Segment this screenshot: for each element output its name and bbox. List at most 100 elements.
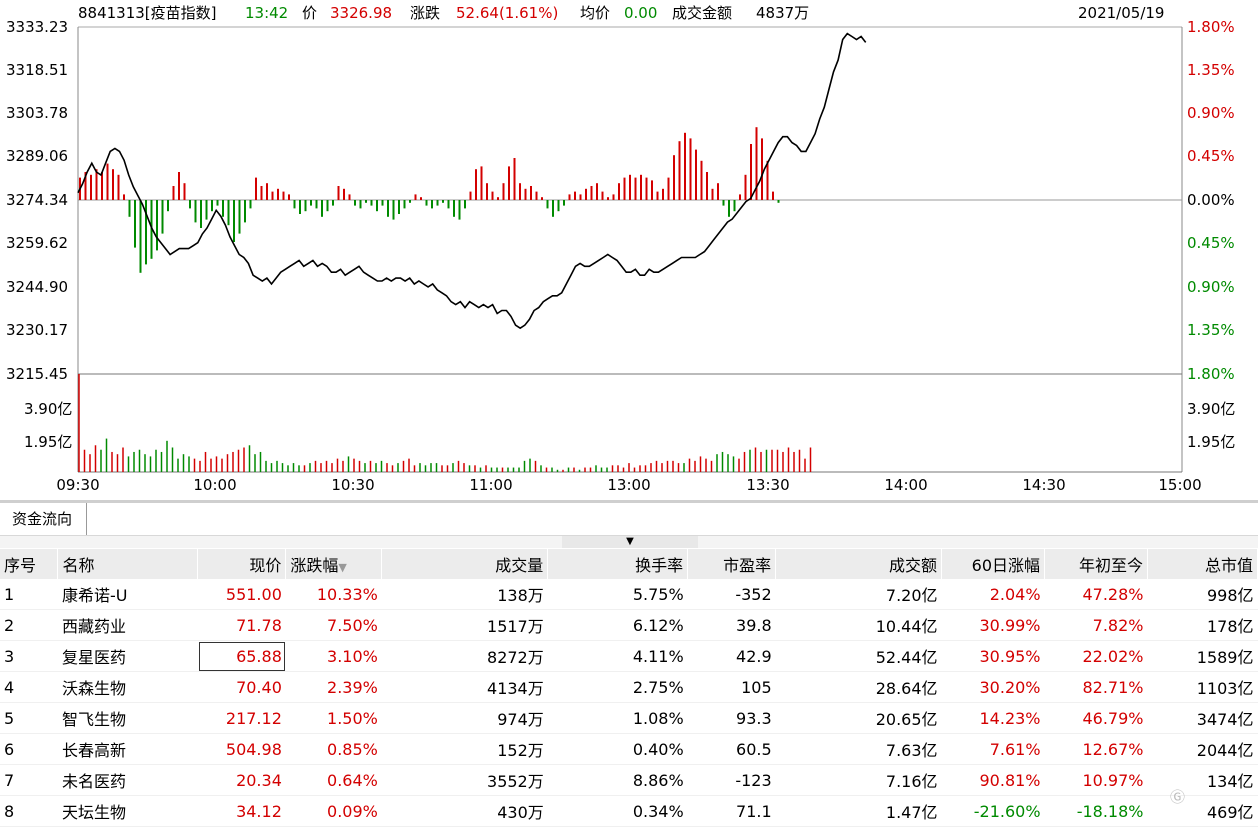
table-row[interactable]: 7 未名医药 20.34 0.64% 3552万 8.86% -123 7.16亿 90.81%… bbox=[0, 764, 1258, 796]
stock-name: 沃森生物 bbox=[57, 671, 198, 703]
change-60d: 30.20% bbox=[941, 671, 1045, 703]
col-header-ytd[interactable]: 年初至今 bbox=[1044, 549, 1148, 579]
stock-name: 西藏药业 bbox=[57, 609, 198, 641]
col-header-volume[interactable]: 成交量 bbox=[381, 549, 549, 579]
market-cap: 469亿 bbox=[1147, 795, 1258, 827]
volume: 4134万 bbox=[381, 671, 548, 703]
table-row[interactable]: 8 天坛生物 34.12 0.09% 430万 0.34% 71.1 1.47亿 -21.60%… bbox=[0, 795, 1258, 827]
change-ytd: 22.02% bbox=[1044, 640, 1148, 672]
stock-name: 智飞生物 bbox=[57, 702, 198, 734]
volume: 152万 bbox=[381, 733, 548, 765]
trade-amount: 7.63亿 bbox=[775, 733, 942, 765]
change-60d: 30.99% bbox=[941, 609, 1045, 641]
constituents-table: 序号 名称 现价 涨跌幅▼ 成交量 换手率 市盈率 成交额 60日涨幅 年初至今… bbox=[0, 549, 1258, 827]
panel-splitter[interactable] bbox=[0, 500, 1258, 503]
change-ytd: 47.28% bbox=[1044, 579, 1148, 610]
turnover-rate: 1.08% bbox=[547, 702, 688, 734]
collapse-toggle-button[interactable]: ▼ bbox=[562, 536, 698, 548]
change-pct: 1.50% bbox=[285, 702, 382, 734]
volume: 1517万 bbox=[381, 609, 548, 641]
intraday-chart-svg[interactable] bbox=[0, 0, 1258, 500]
chevron-down-icon: ▼ bbox=[626, 536, 634, 547]
change-pct: 7.50% bbox=[285, 609, 382, 641]
change-ytd: 10.97% bbox=[1044, 764, 1148, 796]
turnover-rate: 6.12% bbox=[547, 609, 688, 641]
table-row[interactable]: 2 西藏药业 71.78 7.50% 1517万 6.12% 39.8 10.44亿 30.99… bbox=[0, 609, 1258, 641]
current-price: 34.12 bbox=[197, 795, 286, 827]
price-tick-left-6: 3244.90 bbox=[6, 278, 69, 296]
col-header-pe[interactable]: 市盈率 bbox=[687, 549, 777, 579]
time-tick-0930: 09:30 bbox=[56, 476, 100, 494]
amount-label: 成交金额 bbox=[672, 4, 733, 22]
price-line bbox=[77, 32, 867, 330]
turnover-rate: 8.86% bbox=[547, 764, 688, 796]
current-price: 504.98 bbox=[197, 733, 286, 765]
change-60d: 2.04% bbox=[941, 579, 1045, 610]
intraday-chart[interactable]: 3333.23 3318.51 3303.78 3289.06 3274.34 … bbox=[0, 0, 1258, 500]
col-header-change-pct[interactable]: 涨跌幅▼ bbox=[285, 549, 383, 579]
trade-amount: 7.20亿 bbox=[775, 579, 942, 610]
stock-name: 复星医药 bbox=[57, 640, 198, 672]
price-tick-left-2: 3303.78 bbox=[6, 104, 69, 122]
watermark-logo: Ⓖ bbox=[1170, 788, 1186, 806]
table-row[interactable]: 1 康希诺-U 551.00 10.33% 138万 5.75% -352 7.20亿 2.04… bbox=[0, 579, 1258, 610]
col-header-name[interactable]: 名称 bbox=[57, 549, 199, 579]
table-row[interactable]: 4 沃森生物 70.40 2.39% 4134万 2.75% 105 28.64亿 30.20%… bbox=[0, 671, 1258, 703]
current-price: 65.88 bbox=[197, 640, 286, 672]
pct-tick-right-7: 1.35% bbox=[1187, 321, 1235, 339]
turnover-rate: 0.40% bbox=[547, 733, 688, 765]
row-no: 6 bbox=[0, 733, 58, 765]
pe-ratio: 42.9 bbox=[687, 640, 776, 672]
pct-tick-right-4: 0.00% bbox=[1187, 191, 1235, 209]
volume: 974万 bbox=[381, 702, 548, 734]
price-tick-left-0: 3333.23 bbox=[6, 18, 69, 36]
table-row[interactable]: 3 复星医药 65.88 3.10% 8272万 4.11% 42.9 52.44亿 30.95… bbox=[0, 640, 1258, 672]
market-cap: 2044亿 bbox=[1147, 733, 1258, 765]
market-cap: 1589亿 bbox=[1147, 640, 1258, 672]
pct-tick-right-2: 0.90% bbox=[1187, 104, 1235, 122]
volume-tick-left-0: 3.90亿 bbox=[24, 400, 73, 418]
col-header-mcap[interactable]: 总市值 bbox=[1147, 549, 1258, 579]
pe-ratio: -352 bbox=[687, 579, 776, 610]
col-header-turnover[interactable]: 换手率 bbox=[547, 549, 689, 579]
trade-amount: 20.65亿 bbox=[775, 702, 942, 734]
row-no: 4 bbox=[0, 671, 58, 703]
col-header-60d[interactable]: 60日涨幅 bbox=[941, 549, 1046, 579]
volume-tick-left-1: 1.95亿 bbox=[24, 433, 73, 451]
pe-ratio: 93.3 bbox=[687, 702, 776, 734]
volume: 8272万 bbox=[381, 640, 548, 672]
change-60d: 90.81% bbox=[941, 764, 1045, 796]
time-tick-1000: 10:00 bbox=[193, 476, 237, 494]
trade-amount: 7.16亿 bbox=[775, 764, 942, 796]
price-change: 52.64(1.61%) bbox=[456, 4, 559, 22]
row-no: 8 bbox=[0, 795, 58, 827]
pe-ratio: -123 bbox=[687, 764, 776, 796]
market-cap: 134亿 bbox=[1147, 764, 1258, 796]
change-ytd: 82.71% bbox=[1044, 671, 1148, 703]
change-pct: 0.09% bbox=[285, 795, 382, 827]
table-row[interactable]: 5 智飞生物 217.12 1.50% 974万 1.08% 93.3 20.65亿 14.23… bbox=[0, 702, 1258, 734]
change-60d: 14.23% bbox=[941, 702, 1045, 734]
row-no: 7 bbox=[0, 764, 58, 796]
time-tick-1300: 13:00 bbox=[607, 476, 651, 494]
table-header-row: 序号 名称 现价 涨跌幅▼ 成交量 换手率 市盈率 成交额 60日涨幅 年初至今… bbox=[0, 549, 1258, 579]
pe-ratio: 60.5 bbox=[687, 733, 776, 765]
col-header-no[interactable]: 序号 bbox=[0, 549, 59, 579]
time-tick-1430: 14:30 bbox=[1022, 476, 1066, 494]
col-header-price[interactable]: 现价 bbox=[197, 549, 287, 579]
current-price: 70.40 bbox=[197, 671, 286, 703]
change-60d: 7.61% bbox=[941, 733, 1045, 765]
col-header-amount[interactable]: 成交额 bbox=[775, 549, 943, 579]
time-tick-1330: 13:30 bbox=[746, 476, 790, 494]
pe-ratio: 39.8 bbox=[687, 609, 776, 641]
market-cap: 3474亿 bbox=[1147, 702, 1258, 734]
tab-fund-flow[interactable]: 资金流向 bbox=[0, 503, 88, 535]
change-pct: 2.39% bbox=[285, 671, 382, 703]
time-tick-1030: 10:30 bbox=[331, 476, 375, 494]
market-cap: 1103亿 bbox=[1147, 671, 1258, 703]
quote-date: 2021/05/19 bbox=[1078, 4, 1165, 22]
pct-tick-right-0: 1.80% bbox=[1187, 18, 1235, 36]
trade-amount: 1.47亿 bbox=[775, 795, 942, 827]
change-ytd: 7.82% bbox=[1044, 609, 1148, 641]
table-row[interactable]: 6 长春高新 504.98 0.85% 152万 0.40% 60.5 7.63亿 7.61% 1… bbox=[0, 733, 1258, 765]
